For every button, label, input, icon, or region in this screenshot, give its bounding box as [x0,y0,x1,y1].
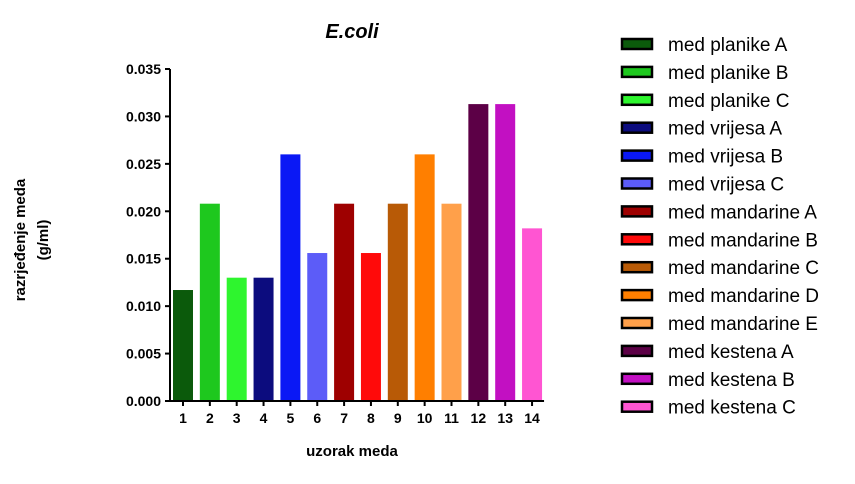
y-tick-label: 0.005 [126,346,161,362]
legend-label: med planike C [668,91,789,112]
legend-item: med mandarine E [620,314,818,335]
legend-label: med mandarine D [668,286,819,307]
x-tick-label: 6 [313,410,321,426]
legend-swatch [620,93,654,107]
x-tick-label: 9 [394,410,402,426]
bar-14 [522,228,543,401]
legend-swatch [620,149,654,162]
legend: med planike A med planike B med planike C m… [620,35,819,419]
x-tick-label: 8 [367,410,375,426]
y-tick-label: 0.015 [126,251,161,267]
y-tick-label: 0.000 [126,393,161,409]
y-tick-label: 0.035 [126,61,161,77]
y-axis-title: razrjeđenje meda (g/ml) [12,178,52,301]
bar-12 [468,104,489,402]
x-tick-label: 1 [179,410,187,426]
bar-11 [441,203,462,401]
bar-13 [495,104,516,402]
bar-6 [307,253,328,401]
legend-item: med kestena B [620,370,795,391]
legend-label: med vrijesa C [668,175,784,196]
bar-3 [226,277,247,401]
x-tick-label: 10 [417,410,433,426]
y-axis-label-line-2: (g/ml) [35,220,52,261]
legend-item: med mandarine C [620,258,819,279]
legend-item: med kestena A [620,342,794,363]
legend-item: med vrijesa B [620,147,783,168]
legend-item: med kestena C [620,398,796,419]
y-tick-label: 0.010 [126,298,161,314]
x-axis-title: uzorak meda [306,443,398,460]
x-tick-label: 3 [233,410,241,426]
bar-4 [253,277,274,401]
legend-swatch [620,37,654,51]
legend-item: med mandarine A [620,202,817,223]
legend-swatch [620,288,654,302]
legend-swatch [620,205,654,218]
y-axis-label-line-1: razrjeđenje meda [12,178,29,301]
legend-swatch [620,400,654,413]
legend-label: med kestena B [668,370,795,391]
y-tick-label: 0.025 [126,156,161,172]
legend-item: med mandarine B [620,230,818,251]
legend-label: med mandarine B [668,230,818,251]
x-tick-label: 7 [340,410,348,426]
legend-item: med planike A [620,35,788,56]
legend-label: med vrijesa A [668,119,782,140]
legend-swatch [620,316,654,330]
legend-label: med kestena C [668,398,796,419]
plot-area: 0.000 0.005 0.010 0.015 0.020 0.025 0.030 0.035… [126,61,545,426]
y-tick-label: 0.020 [126,203,161,219]
legend-swatch [620,260,654,274]
x-tick-label: 2 [206,410,214,426]
bar-2 [199,203,220,401]
bar-5 [280,154,301,401]
legend-item: med planike B [620,63,788,84]
legend-swatch [620,372,654,386]
x-tick-label: 12 [471,410,487,426]
bar-10 [414,154,435,401]
chart-title: E.coli [325,21,379,43]
legend-label: med mandarine A [668,202,817,223]
legend-swatch [620,65,654,79]
legend-swatch [620,177,654,190]
bar-7 [334,203,355,401]
bar-8 [360,253,381,401]
y-tick-label: 0.030 [126,108,161,124]
legend-item: med vrijesa A [620,119,782,140]
x-tick-label: 11 [444,410,459,426]
legend-label: med kestena A [668,342,794,363]
legend-swatch [620,121,654,134]
bar-9 [387,203,408,401]
bar-1 [173,290,193,401]
x-tick-label: 14 [524,410,540,426]
legend-item: med mandarine D [620,286,819,307]
legend-label: med planike A [668,35,788,56]
legend-item: med vrijesa C [620,175,784,196]
x-tick-label: 5 [287,410,295,426]
x-tick-label: 13 [497,410,513,426]
legend-label: med planike B [668,63,788,84]
legend-item: med planike C [620,91,789,112]
legend-swatch [620,344,654,358]
legend-label: med mandarine C [668,258,819,279]
legend-swatch [620,233,654,246]
x-tick-label: 4 [260,410,268,426]
legend-label: med mandarine E [668,314,818,335]
legend-label: med vrijesa B [668,147,783,168]
